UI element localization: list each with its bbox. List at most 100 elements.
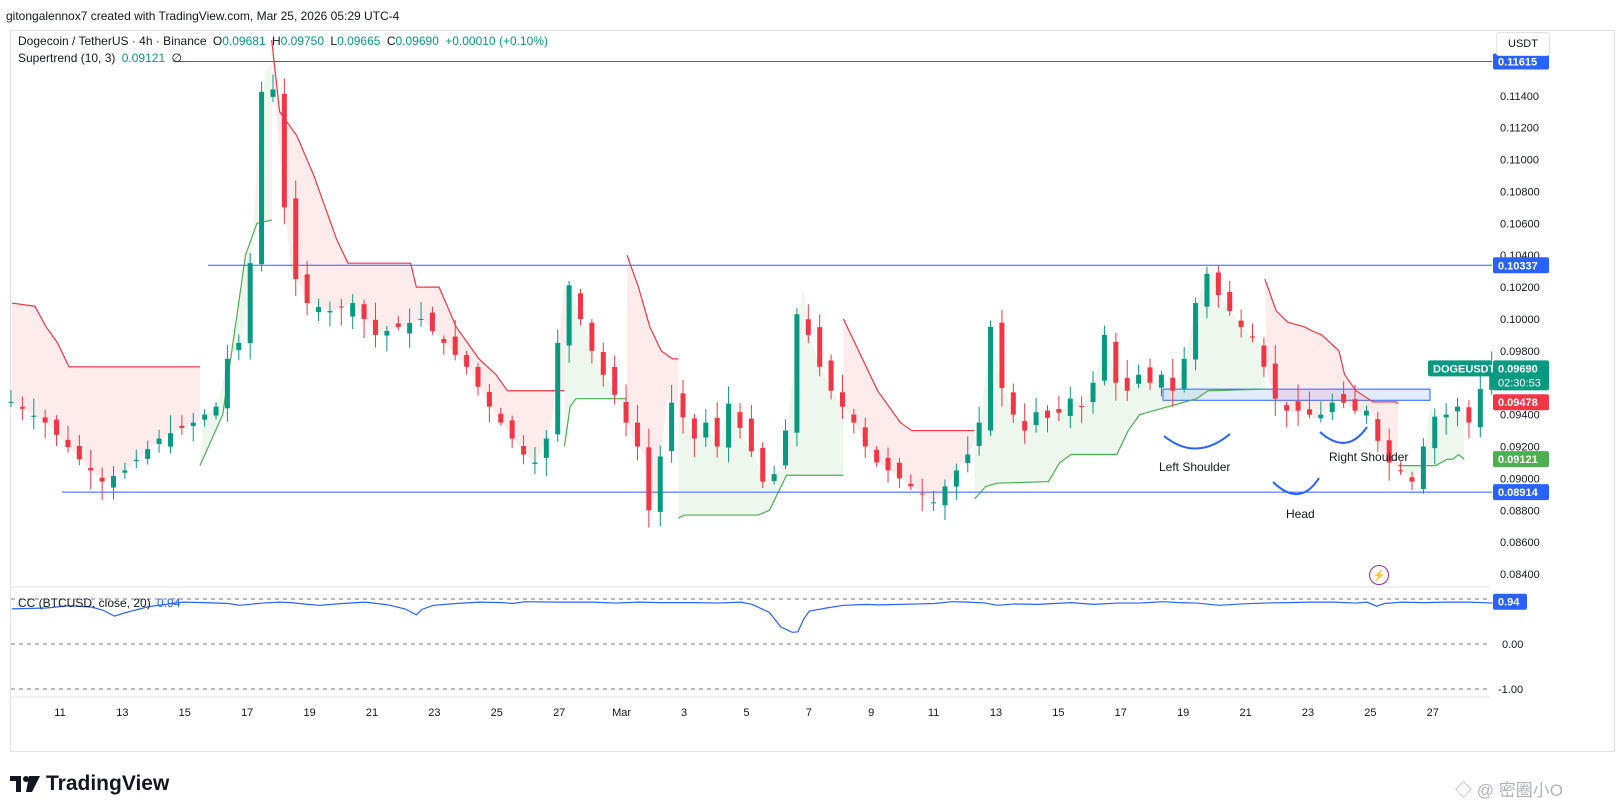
candle	[452, 336, 458, 355]
candle	[976, 422, 982, 446]
candle	[395, 323, 401, 327]
candle	[1079, 405, 1085, 407]
candle	[167, 433, 173, 447]
candle	[680, 393, 686, 418]
supertrend-fill-9	[1398, 406, 1465, 482]
candle	[851, 414, 857, 423]
candle	[657, 456, 663, 512]
candle	[31, 415, 37, 417]
candle	[1341, 394, 1347, 403]
right-shoulder-curve	[1319, 426, 1368, 444]
candle	[88, 467, 94, 471]
level-label-1-bg	[1493, 257, 1549, 274]
right-shoulder-label: Right Shoulder	[1329, 450, 1408, 464]
candle	[316, 307, 322, 313]
supertrend-fill-1	[199, 63, 272, 466]
candle	[1329, 402, 1335, 413]
legend-h-label: H	[271, 34, 281, 48]
candle	[1272, 363, 1278, 399]
candle	[111, 476, 117, 488]
y-tick-4: 0.10600	[1500, 218, 1540, 230]
candle	[896, 462, 902, 479]
supertrend-value: 0.09121	[121, 51, 166, 65]
x-tick-8: 27	[553, 707, 565, 719]
candle	[771, 474, 777, 482]
supertrend-down-label: 0.09478	[1498, 397, 1538, 409]
cc-legend[interactable]: CC (BTCUSD, close, 20) 0.94	[18, 596, 183, 610]
countdown-label: 02:30:53	[1498, 377, 1541, 389]
candle	[384, 330, 390, 336]
candle	[1250, 336, 1256, 338]
x-tick-22: 27	[1427, 707, 1439, 719]
supertrend-legend[interactable]: Supertrend (10, 3) 0.09121 ∅	[18, 51, 185, 65]
candle	[224, 358, 230, 409]
head-curve	[1272, 477, 1320, 496]
candle	[179, 425, 185, 428]
candle	[1432, 416, 1438, 449]
cc-y-tick-0: 0.00	[1502, 639, 1523, 651]
supertrend-fill-4	[627, 255, 679, 511]
supertrend-down-label-bg	[1493, 394, 1549, 411]
y-tick-2: 0.11000	[1500, 155, 1539, 167]
candle	[1227, 291, 1233, 312]
x-tick-17: 17	[1115, 707, 1127, 719]
y-tick-10: 0.09400	[1500, 410, 1540, 422]
legend-high: 0.09750	[280, 34, 325, 48]
candle	[578, 293, 583, 319]
candle	[566, 285, 572, 346]
candle	[760, 447, 766, 482]
candle	[19, 406, 25, 409]
x-tick-6: 23	[428, 707, 440, 719]
x-tick-16: 15	[1052, 707, 1064, 719]
lightning-icon[interactable]: ⚡	[1369, 565, 1389, 585]
legend-c-label: C	[386, 34, 396, 48]
candle	[418, 318, 424, 320]
x-tick-21: 25	[1364, 707, 1376, 719]
candle	[862, 427, 868, 447]
candle	[8, 401, 14, 403]
cc-line	[11, 601, 1493, 633]
candle	[350, 303, 356, 317]
left-shoulder-curve	[1163, 433, 1231, 450]
currency-button[interactable]: USDT	[1496, 32, 1550, 56]
legend-l-label: L	[330, 34, 338, 48]
supertrend-name[interactable]: Supertrend (10, 3)	[18, 51, 116, 65]
x-tick-19: 21	[1239, 707, 1251, 719]
candle	[372, 319, 378, 335]
cc-last-label: 0.94	[1498, 597, 1520, 609]
candle	[942, 486, 948, 506]
x-tick-18: 19	[1177, 707, 1189, 719]
candle	[737, 412, 743, 428]
supertrend-line-5	[678, 474, 844, 519]
candle	[1158, 374, 1164, 388]
legend-symbol[interactable]: Dogecoin / TetherUS · 4h · Binance	[18, 34, 207, 48]
x-tick-2: 15	[179, 707, 191, 719]
candle	[703, 422, 709, 438]
y-tick-14: 0.08600	[1500, 537, 1540, 549]
candle	[1489, 368, 1495, 390]
candle	[429, 312, 435, 331]
candle	[1124, 377, 1130, 391]
x-tick-0: 11	[54, 707, 65, 719]
candle	[281, 93, 287, 208]
candle	[817, 327, 823, 367]
candle	[1204, 273, 1210, 307]
candle	[1181, 358, 1187, 389]
cc-name[interactable]: CC (BTCUSD, close, 20)	[18, 596, 151, 610]
tradingview-logo[interactable]: TradingView	[10, 772, 169, 796]
supertrend-line-4	[626, 255, 679, 360]
candle	[874, 449, 880, 463]
supertrend-up-label-bg	[1493, 451, 1549, 468]
y-tick-6: 0.10200	[1500, 282, 1540, 294]
x-tick-3: 17	[241, 707, 253, 719]
x-tick-13: 9	[868, 707, 874, 719]
head-label: Head	[1286, 507, 1315, 521]
y-tick-3: 0.10800	[1500, 186, 1540, 198]
candle	[1443, 414, 1449, 418]
x-tick-20: 23	[1302, 707, 1314, 719]
candle	[1044, 410, 1050, 418]
candle	[600, 352, 606, 375]
watermark: ◇ @ 密圈小O	[1455, 781, 1563, 800]
y-tick-1: 0.11200	[1500, 123, 1539, 135]
